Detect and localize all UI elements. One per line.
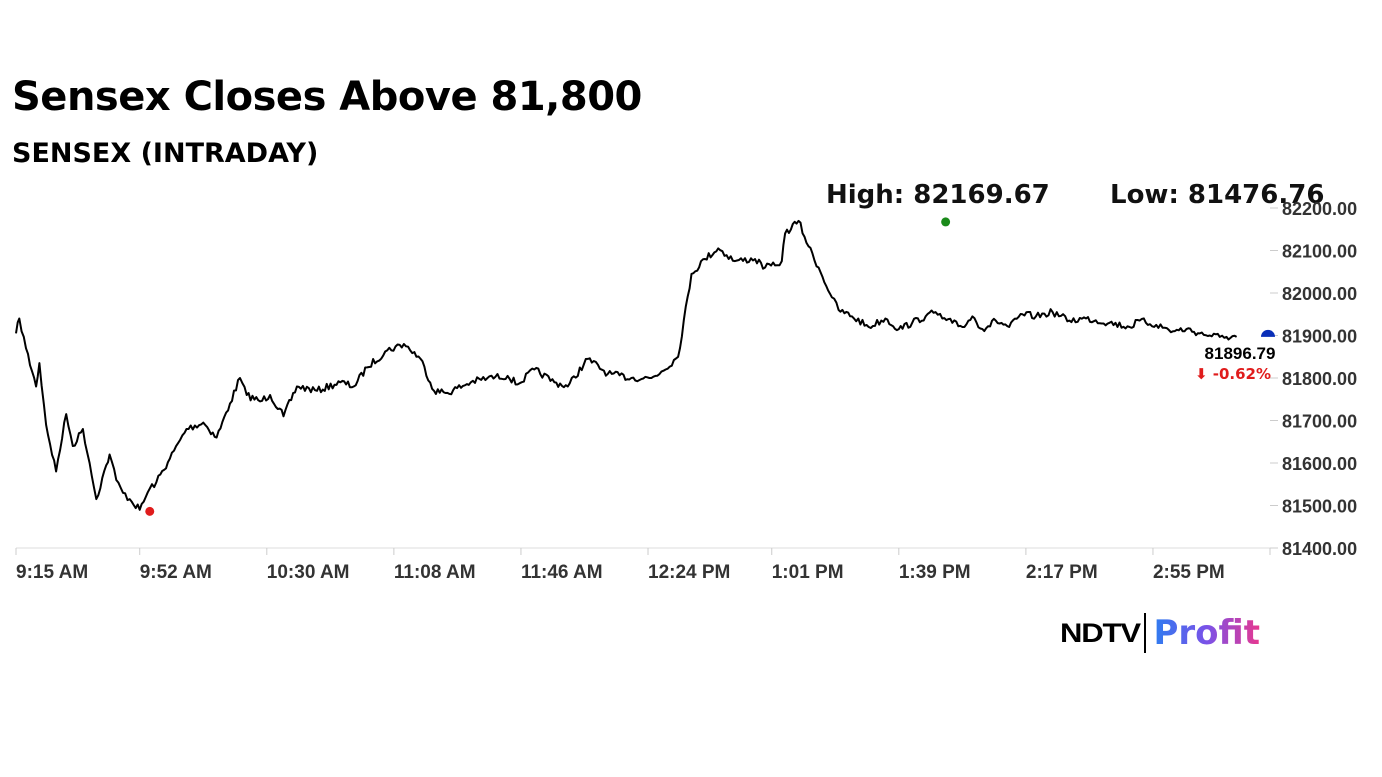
x-tick-label: 11:08 AM [394, 562, 476, 583]
x-tick-label: 9:15 AM [16, 562, 88, 583]
high-value-label: High: 82169.67 [826, 180, 1050, 210]
x-tick-label: 11:46 AM [521, 562, 603, 583]
logo-separator [1143, 613, 1146, 653]
y-tick-label: 82100.00 [1282, 242, 1357, 262]
last-price-label: 81896.79 [1205, 344, 1276, 363]
y-tick-label: 81800.00 [1282, 369, 1357, 389]
y-tick-label: 81900.00 [1282, 327, 1357, 347]
logo-ndtv-text: NDTV [1060, 617, 1141, 648]
ndtv-profit-logo: NDTV Profit [1060, 612, 1260, 654]
y-tick-label: 81400.00 [1282, 539, 1357, 559]
low-marker-dot [145, 506, 155, 516]
chart-title: Sensex Closes Above 81,800 [12, 74, 642, 120]
x-tick-label: 2:55 PM [1153, 562, 1225, 583]
low-value-label: Low: 81476.76 [1110, 180, 1325, 210]
x-tick-label: 1:01 PM [772, 562, 844, 583]
x-tick-label: 10:30 AM [267, 562, 350, 583]
x-tick-label: 9:52 AM [140, 562, 212, 583]
logo-profit-text: Profit [1153, 613, 1261, 653]
series-line [15, 219, 1238, 511]
y-tick-label: 82200.00 [1282, 199, 1357, 219]
y-tick-label: 81700.00 [1282, 412, 1357, 432]
y-tick-label: 81600.00 [1282, 454, 1357, 474]
x-tick-label: 2:17 PM [1026, 562, 1098, 583]
x-tick-label: 1:39 PM [899, 562, 971, 583]
y-tick-label: 81500.00 [1282, 497, 1357, 517]
chart-subtitle: SENSEX (INTRADAY) [12, 138, 319, 169]
last-price-marker [1261, 329, 1275, 337]
x-tick-label: 12:24 PM [648, 562, 730, 583]
y-tick-label: 82000.00 [1282, 284, 1357, 304]
last-change-label: ⬇ -0.62% [1195, 365, 1271, 383]
high-marker-dot [941, 217, 951, 227]
